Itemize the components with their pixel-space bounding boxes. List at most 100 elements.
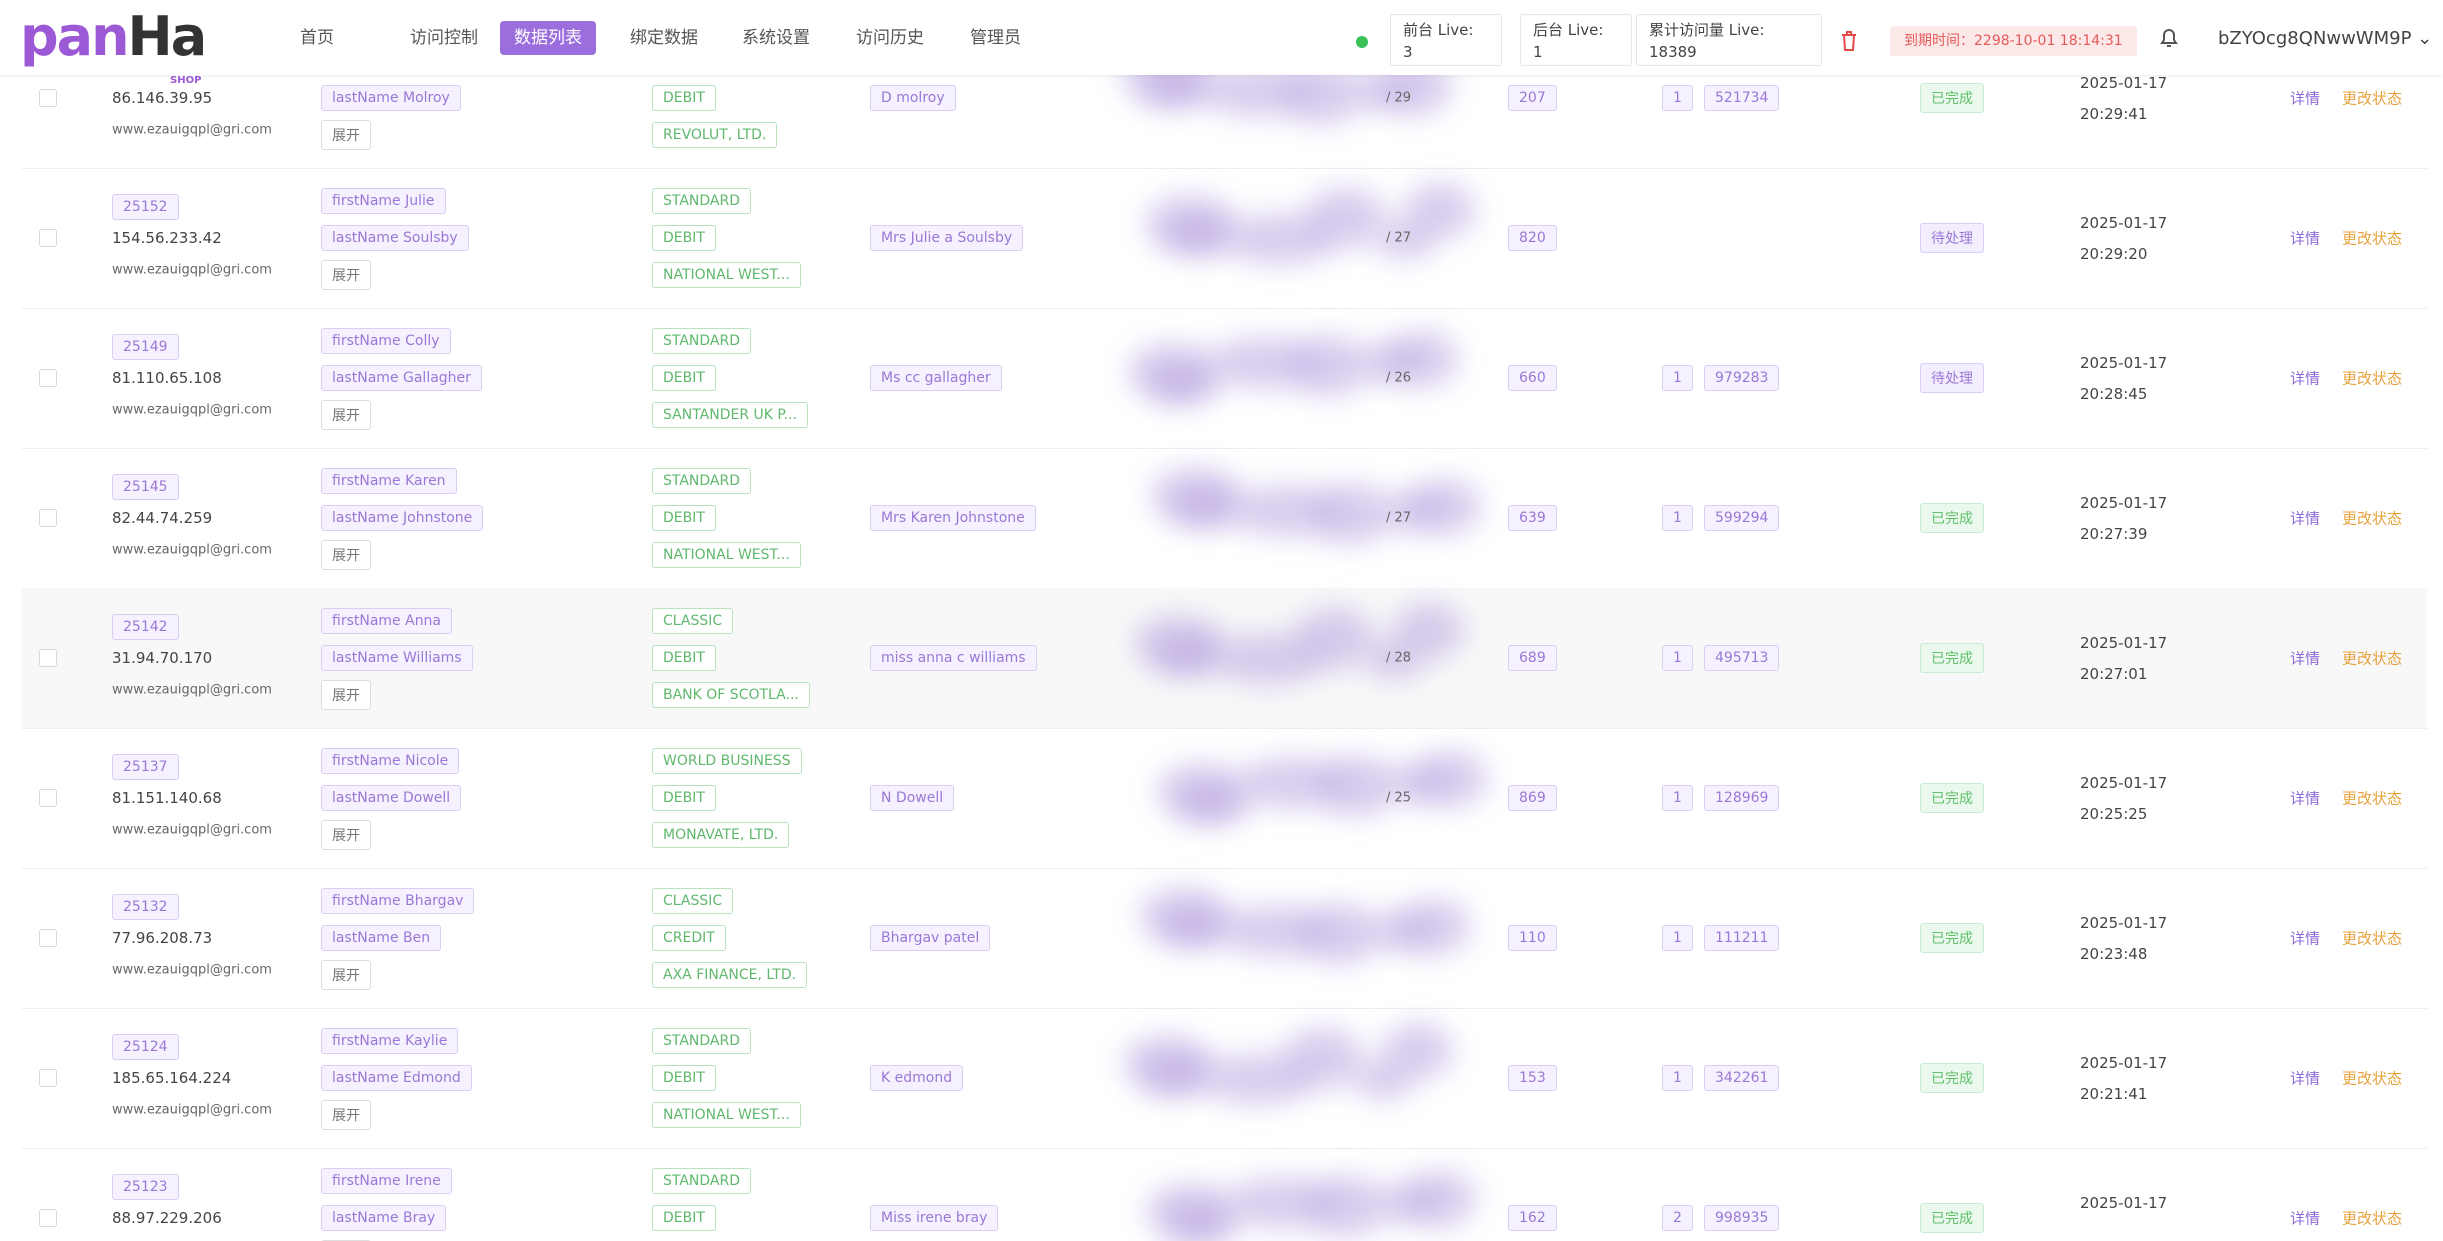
status-badge: 已完成: [1920, 1063, 1984, 1093]
card-holder: D molroy: [870, 85, 956, 111]
row-checkbox[interactable]: [39, 1209, 57, 1227]
redacted-blur: [1317, 756, 1397, 816]
detail-link[interactable]: 详情: [2290, 509, 2321, 528]
nav-item[interactable]: 数据列表: [500, 21, 596, 55]
attempt-count: 1: [1662, 505, 1693, 531]
record-id: 25142: [112, 614, 179, 640]
status-badge: 已完成: [1920, 923, 1984, 953]
card-holder: Ms cc gallagher: [870, 365, 1002, 391]
status-badge: 已完成: [1920, 503, 1984, 533]
record-id: 25145: [112, 474, 179, 500]
expand-button[interactable]: 展开: [321, 400, 371, 430]
attempt-count: 1: [1662, 645, 1693, 671]
card-type: DEBIT: [652, 785, 716, 811]
status-badge: 待处理: [1920, 223, 1984, 253]
ip-address: 86.146.39.95: [112, 89, 213, 107]
status-badge: 待处理: [1920, 363, 1984, 393]
change-status-link[interactable]: 更改状态: [2342, 369, 2403, 388]
record-id: 25124: [112, 1034, 179, 1060]
nav-item[interactable]: 系统设置: [742, 28, 810, 48]
expand-button[interactable]: 展开: [321, 820, 371, 850]
bank-name: AXA FINANCE, LTD.: [652, 962, 808, 988]
expand-button[interactable]: 展开: [321, 540, 371, 570]
bell-icon[interactable]: [2158, 26, 2180, 50]
redacted-blur: [1165, 216, 1235, 256]
table-row: 86.146.39.95 www.ezauigqpl@gri.com lastNam…: [22, 28, 2427, 169]
row-checkbox[interactable]: [39, 89, 57, 107]
redacted-blur: [1283, 1028, 1363, 1088]
otp-code: 128969: [1704, 785, 1780, 811]
redacted-blur: [1171, 488, 1241, 528]
row-checkbox[interactable]: [39, 1069, 57, 1087]
attempt-count: 2: [1662, 1205, 1693, 1231]
date: 2025-01-17: [2080, 354, 2168, 372]
expand-button[interactable]: 展开: [321, 960, 371, 990]
redacted-blur: [1154, 636, 1224, 676]
detail-link[interactable]: 详情: [2290, 89, 2321, 108]
logo-accent: Ha: [127, 5, 208, 68]
user-menu[interactable]: bZYOcg8QNwwWM9P ⌄: [2218, 28, 2433, 49]
cvv: 689: [1508, 645, 1557, 671]
row-checkbox[interactable]: [39, 649, 57, 667]
change-status-link[interactable]: 更改状态: [2342, 929, 2403, 948]
cvv: 820: [1508, 225, 1557, 251]
redacted-blur: [1417, 751, 1487, 806]
card-holder: K edmond: [870, 1065, 964, 1091]
date: 2025-01-17: [2080, 1194, 2168, 1212]
expand-button[interactable]: 展开: [321, 260, 371, 290]
stat-label: 后台 Live:: [1533, 21, 1604, 39]
row-checkbox[interactable]: [39, 789, 57, 807]
detail-link[interactable]: 详情: [2290, 649, 2321, 668]
otp-code: 998935: [1704, 1205, 1780, 1231]
nav-item[interactable]: 访问控制: [410, 28, 478, 48]
time: 20:25:25: [2080, 805, 2148, 823]
trash-icon[interactable]: [1840, 30, 1858, 52]
expiry-fragment: / 26: [1386, 370, 1412, 386]
redacted-blur: [1400, 899, 1470, 954]
redacted-blur: [1388, 331, 1458, 386]
logo[interactable]: panHa SHOP: [20, 5, 208, 87]
detail-link[interactable]: 详情: [2290, 929, 2321, 948]
card-level: STANDARD: [652, 1168, 752, 1194]
stat-box: 累计访问量 Live: 18389: [1636, 14, 1822, 66]
nav-item[interactable]: 访问历史: [856, 28, 924, 48]
first-name: firstName Julie: [321, 188, 446, 214]
row-checkbox[interactable]: [39, 929, 57, 947]
expand-button[interactable]: 展开: [321, 120, 371, 150]
row-checkbox[interactable]: [39, 229, 57, 247]
email: www.ezauigqpl@gri.com: [112, 682, 272, 698]
attempt-count: 1: [1662, 365, 1693, 391]
table-row: 25142 31.94.70.170 www.ezauigqpl@gri.com fi…: [22, 588, 2427, 729]
nav-item[interactable]: 管理员: [970, 28, 1021, 48]
table-row: 25124 185.65.164.224 www.ezauigqpl@gri.com…: [22, 1008, 2427, 1149]
nav-item[interactable]: 绑定数据: [630, 28, 698, 48]
change-status-link[interactable]: 更改状态: [2342, 89, 2403, 108]
bank-name: SANTANDER UK P...: [652, 402, 809, 428]
last-name: lastName Bray: [321, 1205, 447, 1231]
change-status-link[interactable]: 更改状态: [2342, 229, 2403, 248]
change-status-link[interactable]: 更改状态: [2342, 789, 2403, 808]
attempt-count: 1: [1662, 85, 1693, 111]
expand-button[interactable]: 展开: [321, 1100, 371, 1130]
change-status-link[interactable]: 更改状态: [2342, 1069, 2403, 1088]
header: panHa SHOP 首页 访问控制 数据列表 绑定数据 系统设置 访问历史 管理员 前台 …: [0, 0, 2443, 87]
change-status-link[interactable]: 更改状态: [2342, 1209, 2403, 1228]
bank-name: NATIONAL WEST...: [652, 542, 801, 568]
stat-label: 累计访问量 Live:: [1649, 21, 1765, 39]
detail-link[interactable]: 详情: [2290, 1209, 2321, 1228]
expand-button[interactable]: 展开: [321, 680, 371, 710]
row-checkbox[interactable]: [39, 509, 57, 527]
card-level: CLASSIC: [652, 888, 734, 914]
stat-value: 1: [1533, 43, 1543, 61]
redacted-blur: [1306, 1176, 1386, 1236]
change-status-link[interactable]: 更改状态: [2342, 509, 2403, 528]
detail-link[interactable]: 详情: [2290, 1069, 2321, 1088]
redacted-blur: [1288, 336, 1368, 396]
detail-link[interactable]: 详情: [2290, 229, 2321, 248]
nav-item[interactable]: 首页: [300, 28, 334, 48]
detail-link[interactable]: 详情: [2290, 369, 2321, 388]
change-status-link[interactable]: 更改状态: [2342, 649, 2403, 668]
first-name: firstName Karen: [321, 468, 457, 494]
row-checkbox[interactable]: [39, 369, 57, 387]
detail-link[interactable]: 详情: [2290, 789, 2321, 808]
